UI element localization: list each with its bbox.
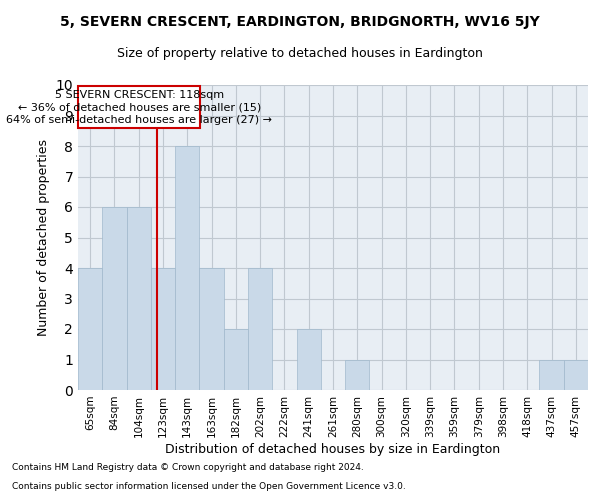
Bar: [345, 360, 370, 390]
Bar: [224, 329, 248, 390]
FancyBboxPatch shape: [79, 86, 200, 128]
X-axis label: Distribution of detached houses by size in Eardington: Distribution of detached houses by size …: [166, 442, 500, 456]
Text: Contains HM Land Registry data © Crown copyright and database right 2024.: Contains HM Land Registry data © Crown c…: [12, 464, 364, 472]
Y-axis label: Number of detached properties: Number of detached properties: [37, 139, 50, 336]
Bar: [102, 207, 127, 390]
Text: Contains public sector information licensed under the Open Government Licence v3: Contains public sector information licen…: [12, 482, 406, 491]
Bar: [127, 207, 151, 390]
Bar: [78, 268, 102, 390]
Bar: [296, 329, 321, 390]
Bar: [199, 268, 224, 390]
Text: 5, SEVERN CRESCENT, EARDINGTON, BRIDGNORTH, WV16 5JY: 5, SEVERN CRESCENT, EARDINGTON, BRIDGNOR…: [60, 15, 540, 29]
Bar: [539, 360, 564, 390]
Text: ← 36% of detached houses are smaller (15): ← 36% of detached houses are smaller (15…: [17, 102, 261, 113]
Text: Size of property relative to detached houses in Eardington: Size of property relative to detached ho…: [117, 48, 483, 60]
Bar: [564, 360, 588, 390]
Bar: [151, 268, 175, 390]
Bar: [248, 268, 272, 390]
Text: 64% of semi-detached houses are larger (27) →: 64% of semi-detached houses are larger (…: [6, 115, 272, 125]
Bar: [175, 146, 199, 390]
Text: 5 SEVERN CRESCENT: 118sqm: 5 SEVERN CRESCENT: 118sqm: [55, 90, 224, 101]
